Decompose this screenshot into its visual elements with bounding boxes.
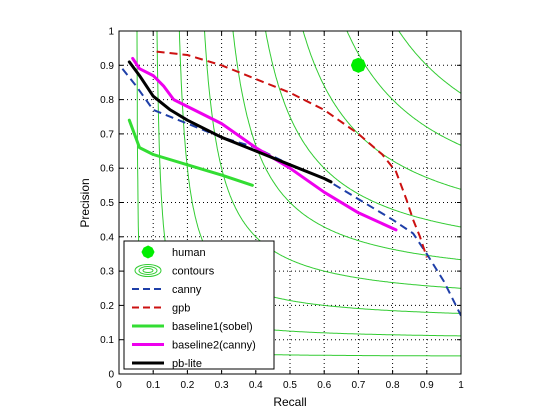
human-marker-layer	[350, 57, 366, 73]
x-tick-label: 0.5	[283, 380, 297, 391]
legend-label: contours	[172, 266, 215, 278]
y-tick-label: 1	[108, 27, 114, 38]
legend-box	[123, 240, 275, 370]
f-contour-line	[232, 31, 461, 261]
y-tick-label: 0.7	[100, 129, 114, 140]
x-tick-label: 0.8	[386, 380, 400, 391]
f-contour-line	[346, 31, 461, 146]
y-tick-label: 0.5	[100, 198, 114, 209]
legend-label: baseline2(canny)	[172, 340, 256, 352]
series-lines	[121, 50, 461, 317]
series-line-canny	[121, 68, 461, 317]
x-tick-label: 0.3	[215, 380, 229, 391]
legend-swatch-contours-icon	[142, 268, 154, 273]
x-tick-label: 0.2	[180, 380, 194, 391]
f-contour-line	[398, 31, 461, 94]
x-tick-label: 0.9	[420, 380, 434, 391]
legend-swatch-contours-icon	[138, 266, 158, 275]
y-axis-label: Precision	[78, 178, 92, 227]
y-tick-label: 0	[108, 370, 114, 381]
axis-ticks: 0 0.1 0.2 0.3 0.4 0.5 0.6 0.7 0.8 0.9 1 0 0.1 0.2 0.3 0…	[100, 27, 464, 392]
legend-label: human	[172, 247, 206, 259]
x-tick-label: 0.7	[351, 380, 365, 391]
series-line-gpb	[156, 50, 428, 258]
f-contour-line	[204, 31, 461, 289]
x-tick-label: 0	[116, 380, 122, 391]
series-line-baseline2-canny	[131, 56, 398, 232]
legend-swatch-human-icon	[141, 245, 155, 259]
x-axis-label: Recall	[273, 395, 306, 409]
x-tick-label: 0.4	[249, 380, 263, 391]
y-tick-label: 0.6	[100, 164, 114, 175]
x-tick-label: 0.6	[317, 380, 331, 391]
y-tick-label: 0.1	[100, 335, 114, 346]
legend-swatch-contours-icon	[134, 264, 162, 277]
legend: human contours canny gpb baseline1(sobel) bas…	[123, 240, 275, 370]
x-tick-label: 0.1	[146, 380, 160, 391]
y-tick-label: 0.4	[100, 232, 114, 243]
series-line-pb-lite	[127, 60, 333, 184]
x-tick-label: 1	[458, 380, 464, 391]
legend-label: baseline1(sobel)	[172, 321, 253, 333]
f-contour-line	[265, 31, 461, 228]
y-tick-label: 0.9	[100, 61, 114, 72]
y-tick-label: 0.2	[100, 301, 114, 312]
legend-label: canny	[172, 284, 202, 296]
legend-label: pb-lite	[172, 358, 202, 370]
series-line-baseline1-sobel	[127, 118, 254, 187]
y-tick-label: 0.3	[100, 267, 114, 278]
human-point-marker	[350, 57, 366, 73]
y-tick-label: 0.8	[100, 95, 114, 106]
legend-label: gpb	[172, 303, 190, 315]
